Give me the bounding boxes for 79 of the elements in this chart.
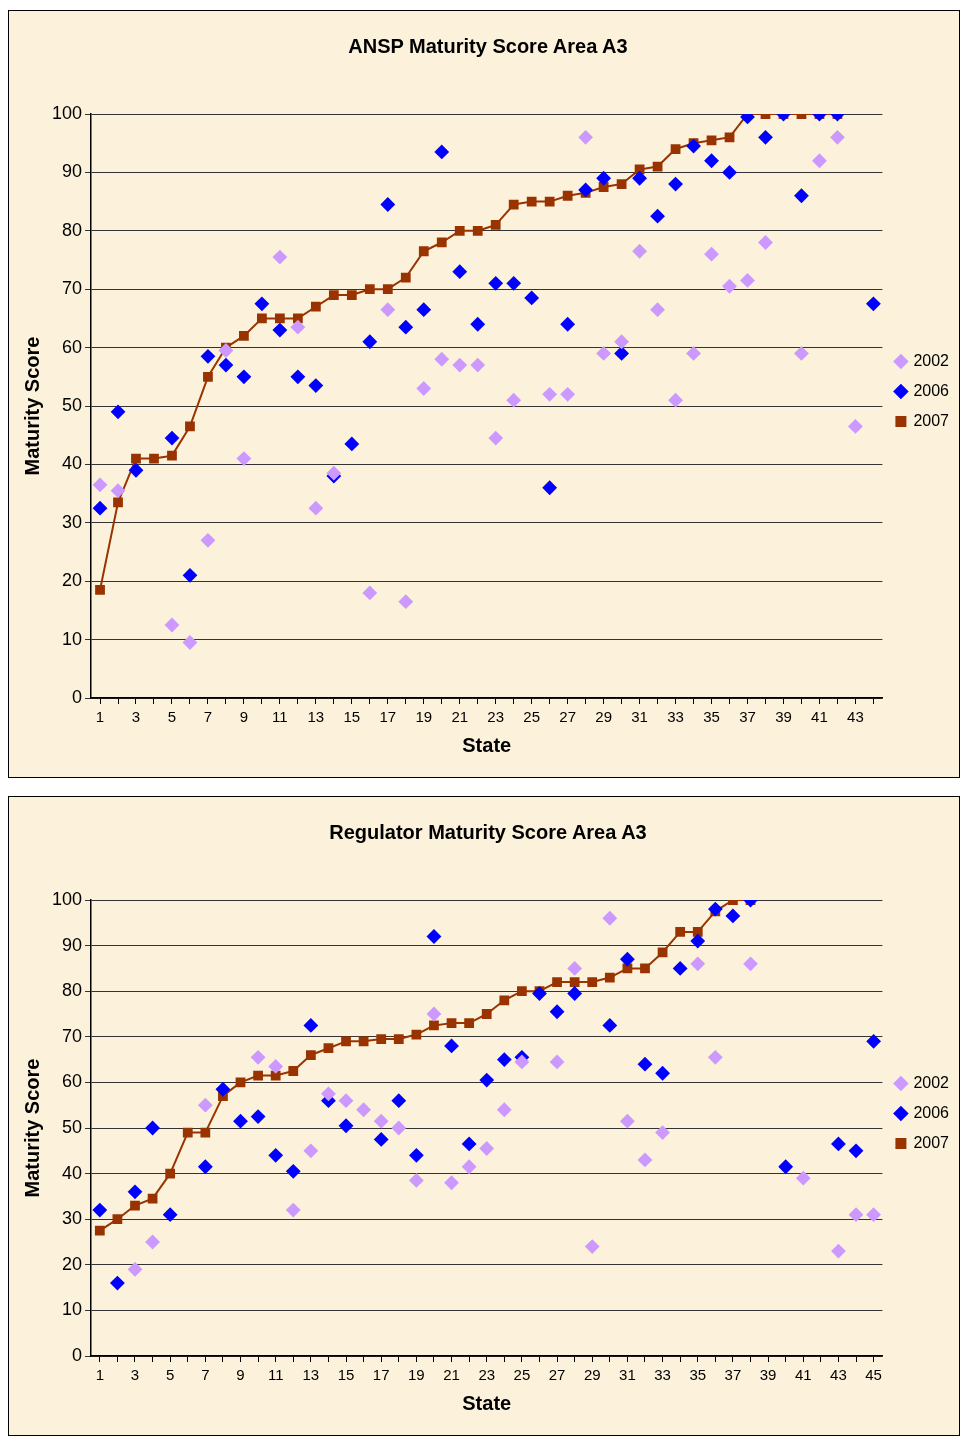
- x-tick-label: 31: [631, 707, 648, 725]
- x-tick-label: 37: [739, 707, 756, 725]
- x-tick-label: 29: [583, 1365, 601, 1383]
- x-tick-label: 35: [703, 707, 720, 725]
- x-tick-label: 19: [408, 1365, 425, 1383]
- x-tick-label: 23: [478, 1365, 496, 1383]
- x-tick-label: 27: [559, 707, 576, 725]
- x-tick-label: 21: [443, 1365, 460, 1383]
- y-tick-label: 60: [62, 1071, 83, 1092]
- x-tick-label: 1: [95, 707, 105, 725]
- x-tick-label: 35: [689, 1365, 707, 1383]
- x-tick-label: 15: [343, 707, 361, 725]
- x-tick-label: 43: [830, 1365, 847, 1383]
- y-axis-title: Maturity Score: [20, 336, 43, 476]
- x-tick-label: 17: [379, 707, 397, 725]
- y-tick-label: 70: [62, 1025, 83, 1046]
- x-tick-label: 39: [759, 1365, 777, 1383]
- legend-label: 2006: [913, 381, 950, 399]
- x-tick-label: 41: [794, 1365, 812, 1383]
- x-tick-label: 17: [372, 1365, 390, 1383]
- y-tick-label: 0: [72, 1344, 83, 1365]
- x-tick-label: 31: [619, 1365, 636, 1383]
- x-tick-label: 37: [724, 1365, 742, 1383]
- y-tick-label: 30: [62, 1208, 83, 1229]
- x-tick-label: 23: [487, 707, 505, 725]
- chart-title: Regulator Maturity Score Area A3: [329, 820, 647, 843]
- x-tick-label: 13: [302, 1365, 320, 1383]
- x-tick-label: 25: [523, 707, 541, 725]
- x-tick-label: 39: [775, 707, 792, 725]
- chart-title: ANSP Maturity Score Area A3: [348, 34, 628, 57]
- y-tick-label: 20: [62, 1253, 83, 1274]
- x-tick-label: 7: [203, 707, 213, 725]
- x-tick-label: 13: [307, 707, 325, 725]
- y-tick-label: 0: [72, 686, 83, 707]
- legend-label: 2002: [913, 351, 950, 369]
- x-tick-label: 11: [272, 707, 288, 725]
- legend-label: 2002: [913, 1073, 950, 1091]
- x-axis-title: State: [462, 1391, 512, 1414]
- y-tick-label: 70: [62, 278, 83, 299]
- x-tick-label: 45: [865, 1365, 882, 1383]
- y-tick-label: 10: [62, 628, 83, 649]
- x-tick-label: 1: [95, 1365, 104, 1383]
- legend-label: 2006: [913, 1103, 950, 1121]
- y-tick-label: 90: [62, 934, 83, 955]
- y-tick-label: 10: [62, 1299, 83, 1320]
- x-tick-label: 7: [201, 1365, 210, 1383]
- x-tick-label: 19: [415, 707, 433, 725]
- legend-label: 2007: [913, 1133, 950, 1151]
- y-tick-label: 80: [62, 980, 83, 1001]
- y-tick-label: 100: [51, 888, 83, 909]
- x-tick-label: 41: [811, 707, 828, 725]
- x-tick-label: 9: [239, 707, 249, 725]
- x-tick-label: 11: [267, 1365, 284, 1383]
- x-tick-label: 5: [167, 707, 177, 725]
- y-tick-label: 80: [62, 219, 83, 240]
- y-tick-label: 100: [51, 102, 83, 123]
- x-tick-label: 3: [130, 1365, 140, 1383]
- y-tick-label: 90: [62, 161, 83, 182]
- x-tick-label: 43: [847, 707, 864, 725]
- x-tick-label: 21: [451, 707, 469, 725]
- y-axis-title: Maturity Score: [20, 1058, 43, 1198]
- y-tick-label: 50: [62, 394, 83, 415]
- x-tick-label: 29: [595, 707, 612, 725]
- x-tick-label: 15: [337, 1365, 355, 1383]
- x-axis-title: State: [462, 733, 512, 756]
- x-tick-label: 33: [654, 1365, 671, 1383]
- y-tick-label: 40: [62, 453, 83, 474]
- legend-label: 2007: [913, 411, 950, 429]
- x-tick-label: 25: [513, 1365, 531, 1383]
- x-tick-label: 33: [667, 707, 684, 725]
- y-tick-label: 50: [62, 1116, 83, 1137]
- y-tick-label: 20: [62, 570, 83, 591]
- y-tick-label: 60: [62, 336, 83, 357]
- x-tick-label: 3: [131, 707, 141, 725]
- x-tick-label: 27: [548, 1365, 566, 1383]
- y-tick-label: 40: [62, 1162, 83, 1183]
- y-tick-label: 30: [62, 511, 83, 532]
- x-tick-label: 5: [166, 1365, 175, 1383]
- x-tick-label: 9: [236, 1365, 245, 1383]
